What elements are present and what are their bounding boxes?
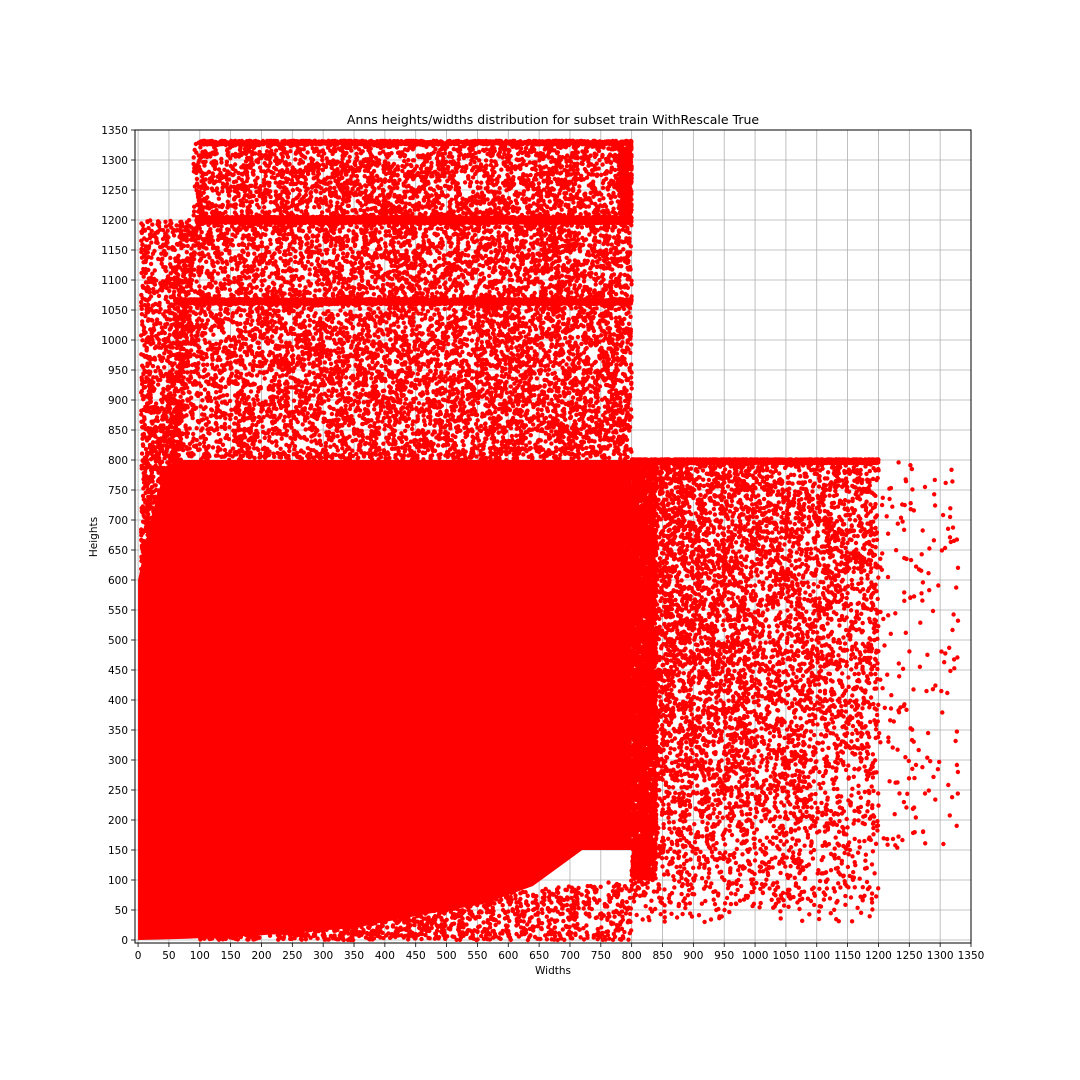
x-tick-label: 700 <box>560 950 580 962</box>
x-tick-label: 150 <box>221 950 241 962</box>
chart-title: Anns heights/widths distribution for sub… <box>347 112 760 127</box>
y-tick-label: 1250 <box>101 185 128 197</box>
x-tick-label: 350 <box>344 950 364 962</box>
x-tick-label: 450 <box>406 950 426 962</box>
y-tick-label: 750 <box>108 485 128 497</box>
x-tick-label: 1100 <box>803 950 830 962</box>
x-tick-label: 1250 <box>896 950 923 962</box>
plot-area-frame <box>134 129 972 944</box>
x-tick-label: 0 <box>135 950 142 962</box>
y-tick-label: 700 <box>108 515 128 527</box>
x-tick-label: 950 <box>714 950 734 962</box>
y-tick-label: 50 <box>115 905 128 917</box>
y-tick-label: 1000 <box>101 335 128 347</box>
y-tick-label: 950 <box>108 365 128 377</box>
x-tick-label: 250 <box>282 950 302 962</box>
y-tick-label: 1100 <box>101 275 128 287</box>
y-tick-label: 350 <box>108 725 128 737</box>
x-tick-label: 1200 <box>865 950 892 962</box>
x-axis-ticks: 0 50 100 150 200 250 300 350 400 450 500 550 600 650 7… <box>135 943 985 962</box>
x-tick-label: 200 <box>251 950 271 962</box>
y-tick-label: 300 <box>108 755 128 767</box>
x-tick-label: 1350 <box>958 950 985 962</box>
y-tick-label: 400 <box>108 695 128 707</box>
x-tick-label: 50 <box>162 950 175 962</box>
y-tick-label: 1050 <box>101 305 128 317</box>
scatter-points <box>139 138 961 943</box>
x-tick-label: 600 <box>498 950 518 962</box>
y-tick-label: 650 <box>108 545 128 557</box>
y-tick-label: 450 <box>108 665 128 677</box>
y-tick-label: 200 <box>108 815 128 827</box>
y-tick-label: 500 <box>108 635 128 647</box>
x-tick-label: 550 <box>467 950 487 962</box>
y-tick-label: 150 <box>108 845 128 857</box>
dense-point-cluster <box>138 460 632 940</box>
y-tick-label: 800 <box>108 455 128 467</box>
data-points <box>138 138 961 943</box>
x-tick-label: 650 <box>529 950 549 962</box>
y-tick-label: 900 <box>108 395 128 407</box>
x-tick-label: 500 <box>437 950 457 962</box>
y-tick-label: 1350 <box>101 125 128 137</box>
x-tick-label: 850 <box>652 950 672 962</box>
y-axis-ticks: 0 50 100 150 200 250 300 350 400 450 500 550 600 650 7… <box>101 125 135 947</box>
x-tick-label: 300 <box>313 950 333 962</box>
x-tick-label: 1000 <box>742 950 769 962</box>
y-tick-label: 1300 <box>101 155 128 167</box>
x-tick-label: 400 <box>375 950 395 962</box>
y-tick-label: 850 <box>108 425 128 437</box>
x-tick-label: 800 <box>622 950 642 962</box>
x-tick-label: 1150 <box>834 950 861 962</box>
x-axis-label: Widths <box>535 965 571 977</box>
y-tick-label: 250 <box>108 785 128 797</box>
y-tick-label: 0 <box>121 935 128 947</box>
y-tick-label: 550 <box>108 605 128 617</box>
y-tick-label: 1150 <box>101 245 128 257</box>
y-tick-label: 100 <box>108 875 128 887</box>
y-tick-label: 1200 <box>101 215 128 227</box>
x-tick-label: 750 <box>591 950 611 962</box>
y-axis-label: Heights <box>88 517 100 557</box>
x-tick-label: 1300 <box>927 950 954 962</box>
y-tick-label: 600 <box>108 575 128 587</box>
x-tick-label: 1050 <box>773 950 800 962</box>
x-tick-label: 900 <box>683 950 703 962</box>
x-tick-label: 100 <box>190 950 210 962</box>
